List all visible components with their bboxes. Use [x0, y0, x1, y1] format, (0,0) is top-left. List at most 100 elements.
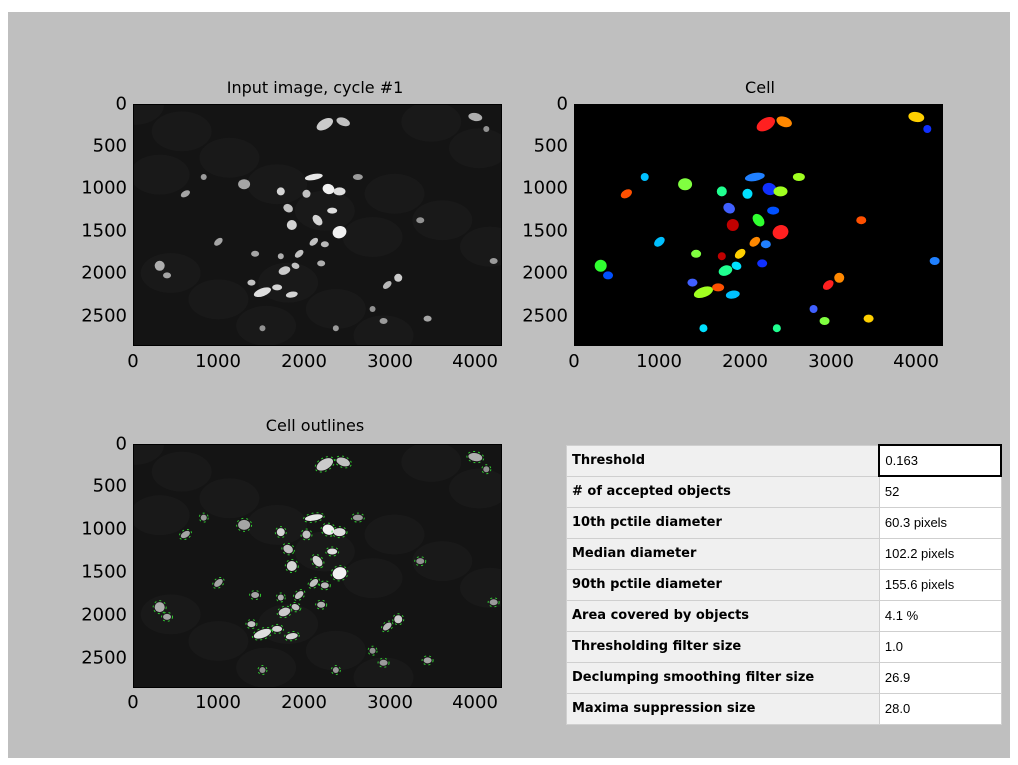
y-tick: 2500	[81, 648, 127, 669]
cell-blob	[238, 520, 250, 530]
cell-blob	[370, 306, 376, 312]
cell-blob	[321, 241, 329, 247]
cell-blob	[773, 324, 781, 332]
cell-blob	[394, 615, 402, 623]
stat-label: 10th pctile diameter	[567, 507, 880, 538]
stat-value: 0.163	[879, 445, 1001, 476]
cell-label-image	[575, 105, 942, 345]
input-image-axes	[133, 104, 502, 346]
y-tick: 1500	[81, 562, 127, 583]
table-row: 90th pctile diameter 155.6 pixels	[567, 569, 1002, 600]
x-tick: 3000	[367, 351, 413, 372]
x-tick: 0	[568, 351, 579, 372]
y-tick: 1500	[522, 221, 568, 242]
y-tick: 2000	[522, 263, 568, 284]
cell-blob	[180, 189, 192, 199]
cell-blob	[152, 452, 212, 492]
stat-label: Area covered by objects	[567, 600, 880, 631]
cell-blob	[595, 260, 607, 272]
cell-blob	[864, 315, 874, 323]
cell-blob	[141, 594, 201, 634]
outlines-title: Cell outlines	[266, 416, 364, 435]
table-row: Maxima suppression size 28.0	[567, 693, 1002, 724]
cell-blob	[335, 116, 351, 128]
y-tick: 500	[93, 476, 127, 497]
x-tick: 4000	[452, 351, 498, 372]
cell-blob	[416, 558, 424, 564]
stat-value: 26.9	[879, 662, 1001, 693]
stat-label: Maxima suppression size	[567, 693, 880, 724]
cell-blob	[155, 261, 165, 271]
cell-blob	[334, 187, 346, 195]
cell-blob	[820, 317, 830, 325]
y-tick: 0	[557, 94, 568, 115]
cell-blob	[468, 112, 483, 122]
y-tick: 2500	[522, 306, 568, 327]
cell-blob	[490, 258, 498, 264]
table-row: Thresholding filter size 1.0	[567, 631, 1002, 662]
cell-blob	[315, 456, 336, 474]
cell-blob	[333, 325, 339, 331]
x-tick: 2000	[281, 692, 327, 713]
cell-blob	[272, 284, 282, 290]
cell-blob	[306, 289, 366, 329]
stat-value: 4.1 %	[879, 600, 1001, 631]
cell-blob	[334, 528, 346, 536]
cell-blob	[761, 240, 771, 248]
cell-blob	[775, 114, 793, 129]
cell-blob	[180, 529, 192, 539]
cell-blob	[155, 602, 165, 612]
cell-blob	[201, 515, 207, 521]
cell-blob	[163, 272, 171, 278]
cell-blob	[278, 594, 284, 600]
cell-blob	[259, 325, 265, 331]
y-tick: 1000	[81, 178, 127, 199]
table-row: # of accepted objects 52	[567, 476, 1002, 507]
cell-blob	[483, 466, 489, 472]
cell-blob	[821, 278, 835, 292]
cell-blob	[259, 667, 265, 673]
table-row: Area covered by objects 4.1 %	[567, 600, 1002, 631]
cell-blob	[282, 202, 295, 214]
cell-blob	[449, 469, 501, 509]
x-tick: 2000	[281, 351, 327, 372]
x-tick: 1000	[195, 351, 241, 372]
cell-blob	[317, 260, 325, 266]
cell-blob	[308, 577, 320, 588]
cell-blob	[381, 621, 393, 632]
cell-blob	[201, 174, 207, 180]
cell-blob	[810, 305, 818, 313]
cell-blob	[365, 174, 425, 214]
cell-blob	[381, 279, 393, 290]
cell-blob	[687, 279, 697, 287]
cell-blob	[247, 621, 255, 627]
cell-blob	[343, 217, 403, 257]
cell-blob	[277, 187, 285, 195]
cell-blob	[718, 252, 726, 260]
input-image	[134, 105, 501, 345]
input-image-title: Input image, cycle #1	[227, 78, 404, 97]
stat-value: 52	[879, 476, 1001, 507]
cell-axes	[574, 104, 943, 346]
cell-blob	[293, 590, 305, 601]
table-row: Threshold 0.163	[567, 445, 1002, 476]
cell-blob	[380, 660, 388, 666]
cell-blob	[277, 528, 285, 536]
cell-blob	[733, 247, 747, 261]
stat-value: 60.3 pixels	[879, 507, 1001, 538]
x-tick: 1000	[195, 692, 241, 713]
cell-blob	[771, 223, 791, 242]
cell-blob	[141, 253, 201, 293]
cell-blob	[152, 111, 212, 151]
cell-blob	[199, 478, 259, 518]
x-tick: 4000	[893, 351, 939, 372]
cell-blob	[278, 253, 284, 259]
stat-label: 90th pctile diameter	[567, 569, 880, 600]
y-tick: 500	[93, 136, 127, 157]
x-tick: 3000	[367, 692, 413, 713]
cell-blob	[727, 219, 739, 231]
cell-blob	[317, 602, 325, 608]
stat-value: 155.6 pixels	[879, 569, 1001, 600]
cell-blob	[199, 138, 259, 178]
y-tick: 0	[116, 94, 127, 115]
